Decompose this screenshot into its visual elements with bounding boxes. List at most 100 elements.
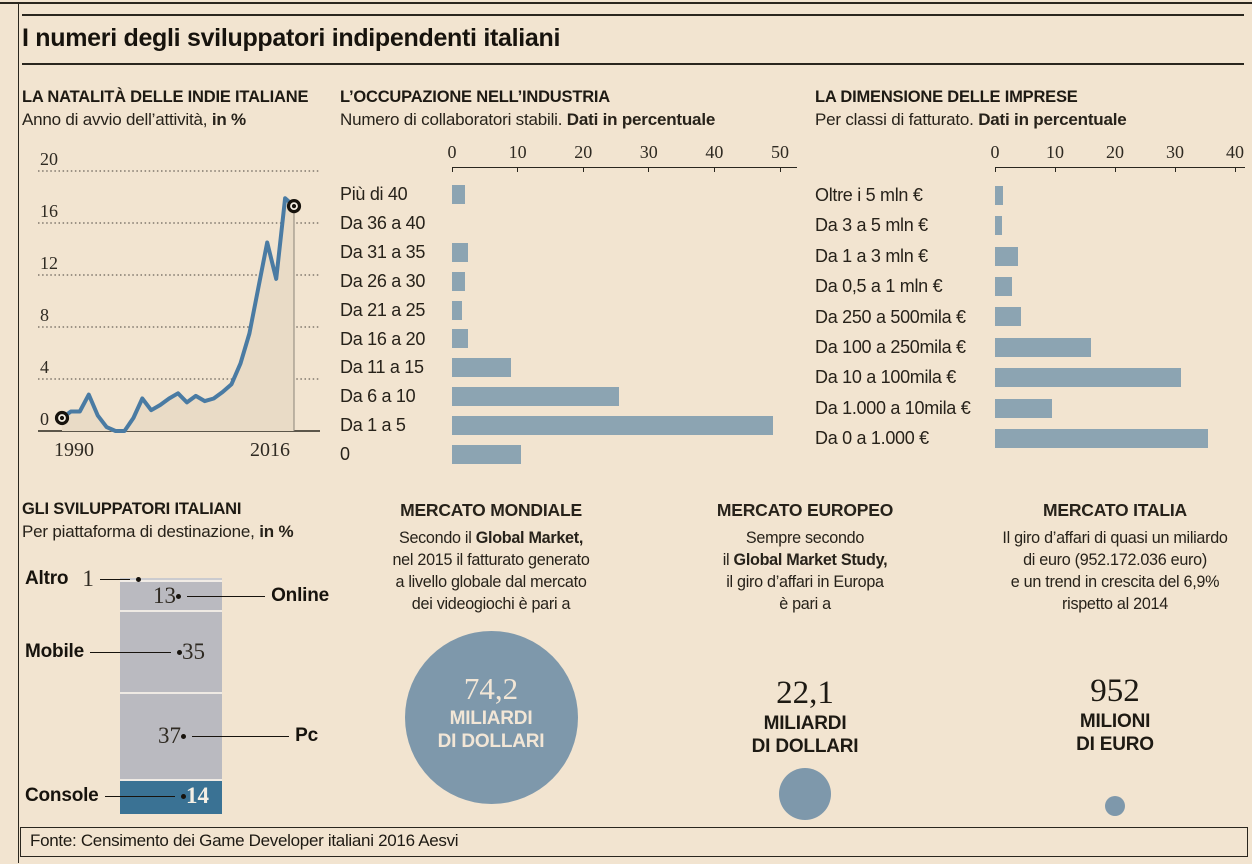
segment-value: 1 bbox=[82, 566, 94, 591]
x-axis-number: 0 bbox=[990, 142, 1000, 162]
stack-annotation-altro: Altro 1 bbox=[25, 564, 141, 594]
leader-line bbox=[187, 595, 266, 597]
bar bbox=[995, 428, 1208, 448]
chart-subtitle-text: Per piattaforma di destinazione, bbox=[22, 522, 255, 541]
chart-subtitle-bold: in % bbox=[211, 110, 246, 129]
panel-piattaforme-chart: GLI SVILUPPATORI ITALIANI Per piattaform… bbox=[22, 500, 338, 825]
segment-label: Console bbox=[25, 785, 99, 806]
bar-category-label: Da 0 a 1.000 € bbox=[815, 428, 929, 449]
leader-line bbox=[99, 578, 130, 580]
bar-category-label: Da 11 a 15 bbox=[340, 357, 424, 378]
market-circle bbox=[779, 768, 831, 820]
stack-segment-mobile bbox=[120, 612, 222, 695]
market-text-line: e un trend in crescita del 6,9% bbox=[986, 571, 1244, 593]
bar bbox=[995, 398, 1052, 418]
x-axis-tick bbox=[451, 167, 453, 172]
market-text-line: Il giro d’affari di quasi un miliardo bbox=[986, 527, 1244, 549]
chart-subtitle-bold: Dati in percentuale bbox=[566, 110, 716, 129]
chart-subtitle-dimensione: Per classi di fatturato. Dati in percent… bbox=[815, 110, 1252, 130]
x-axis-tick bbox=[517, 167, 519, 172]
bar-category-label: Da 36 a 40 bbox=[340, 212, 426, 233]
x-tick-label: 2016 bbox=[250, 439, 290, 461]
x-axis-number: 40 bbox=[1226, 142, 1244, 162]
x-axis-tick bbox=[713, 167, 715, 172]
market-text-run: Secondo il bbox=[398, 528, 476, 547]
panel-mercato-europeo: MERCATO EUROPEO Sempre secondo il Global M… bbox=[676, 500, 934, 825]
x-axis-tick bbox=[779, 167, 781, 172]
panel-occupazione-chart: L’OCCUPAZIONE NELL’INDUSTRIA Numero di c… bbox=[340, 88, 804, 480]
market-value: 22,1 bbox=[776, 675, 834, 711]
market-text-run: Sempre secondo bbox=[745, 528, 865, 547]
x-tick-label: 1990 bbox=[54, 439, 94, 461]
market-unit: DI DOLLARI bbox=[751, 736, 859, 757]
y-tick-label: 16 bbox=[40, 201, 58, 221]
x-axis-line bbox=[452, 167, 798, 168]
market-circle bbox=[1105, 796, 1125, 816]
market-heading: MERCATO ITALIA bbox=[1043, 500, 1187, 520]
market-text-run: il bbox=[722, 550, 734, 569]
y-tick-label: 8 bbox=[40, 305, 49, 325]
bar bbox=[452, 416, 774, 436]
bar bbox=[995, 216, 1003, 236]
chart-subtitle-natalita: Anno di avvio dell’attività, in % bbox=[22, 110, 334, 130]
leader-line bbox=[104, 795, 175, 797]
y-tick-label: 12 bbox=[40, 253, 58, 273]
panel-mercato-italia: MERCATO ITALIA Il giro d’affari di quasi … bbox=[979, 500, 1251, 825]
leader-dot bbox=[176, 593, 181, 599]
stack-annotation-mobile: Mobile 35 bbox=[25, 637, 205, 667]
market-value: 952 bbox=[1090, 673, 1140, 709]
x-axis-number: 10 bbox=[508, 142, 527, 162]
market-heading: MERCATO EUROPEO bbox=[716, 500, 894, 520]
market-text-line: rispetto al 2014 bbox=[986, 593, 1244, 615]
stack-annotation-pc: 37 Pc bbox=[158, 721, 318, 751]
chart-title-occupazione: L’OCCUPAZIONE NELL’INDUSTRIA bbox=[340, 88, 611, 106]
y-tick-label: 4 bbox=[40, 357, 49, 377]
market-text-line: dei videogiochi è pari a bbox=[368, 593, 613, 615]
source-text: Fonte: Censimento dei Game Developer ita… bbox=[30, 831, 459, 850]
bar bbox=[995, 337, 1091, 357]
bar-category-label: Da 31 a 35 bbox=[340, 241, 426, 262]
x-axis-number: 10 bbox=[1046, 142, 1064, 162]
bar-category-label: Da 21 a 25 bbox=[340, 299, 426, 320]
x-axis-number: 0 bbox=[447, 142, 457, 162]
y-tick-label: 20 bbox=[40, 149, 58, 169]
chart-subtitle-bold: in % bbox=[259, 522, 294, 541]
title-rule-above bbox=[22, 14, 1244, 16]
segment-label: Mobile bbox=[25, 641, 84, 662]
market-heading: MERCATO MONDIALE bbox=[400, 500, 582, 520]
market-text-run: e un trend in crescita del 6,9% bbox=[1010, 572, 1220, 591]
bar bbox=[452, 445, 521, 465]
leader-line bbox=[89, 651, 171, 653]
chart-subtitle-bold: Dati in percentuale bbox=[978, 110, 1127, 129]
x-axis-tick bbox=[1114, 167, 1116, 172]
bar-category-label: Da 250 a 500mila € bbox=[815, 306, 966, 327]
stacked-bar bbox=[120, 578, 222, 814]
bar-category-label: Da 26 a 30 bbox=[340, 270, 426, 291]
bar-category-label: Da 1.000 a 10mila € bbox=[815, 397, 971, 418]
market-text-bold: Global Market Study, bbox=[733, 550, 888, 569]
end-point-marker-dot bbox=[291, 204, 297, 209]
bar bbox=[995, 246, 1018, 266]
trend-line bbox=[60, 196, 296, 433]
market-text-run: rispetto al 2014 bbox=[1062, 594, 1168, 613]
bar bbox=[995, 276, 1013, 296]
bar bbox=[452, 358, 512, 378]
x-axis-tick bbox=[994, 167, 996, 172]
bar bbox=[452, 387, 620, 407]
segment-value: 14 bbox=[186, 783, 209, 808]
x-axis-number: 50 bbox=[771, 142, 789, 162]
bar-category-label: 0 bbox=[340, 444, 350, 465]
title-rule-below bbox=[22, 63, 1244, 65]
market-text-line: il Global Market Study, bbox=[682, 549, 927, 571]
market-text-run: il giro d’affari in Europa bbox=[726, 572, 884, 591]
x-axis-tick bbox=[1174, 167, 1176, 172]
chart-subtitle-text: Numero di collaboratori stabili. bbox=[340, 110, 563, 129]
bar-chart-occupazione: 0 10 20 30 40 50 Più di 40 Da 36 a 40 Da 31 a 35… bbox=[340, 88, 804, 480]
stack-segment-pc bbox=[120, 694, 222, 781]
left-border-rule bbox=[18, 2, 20, 863]
x-axis-number: 20 bbox=[1106, 142, 1124, 162]
page-title: I numeri degli sviluppatori indipendenti… bbox=[22, 24, 561, 52]
segment-label: Pc bbox=[295, 725, 318, 746]
